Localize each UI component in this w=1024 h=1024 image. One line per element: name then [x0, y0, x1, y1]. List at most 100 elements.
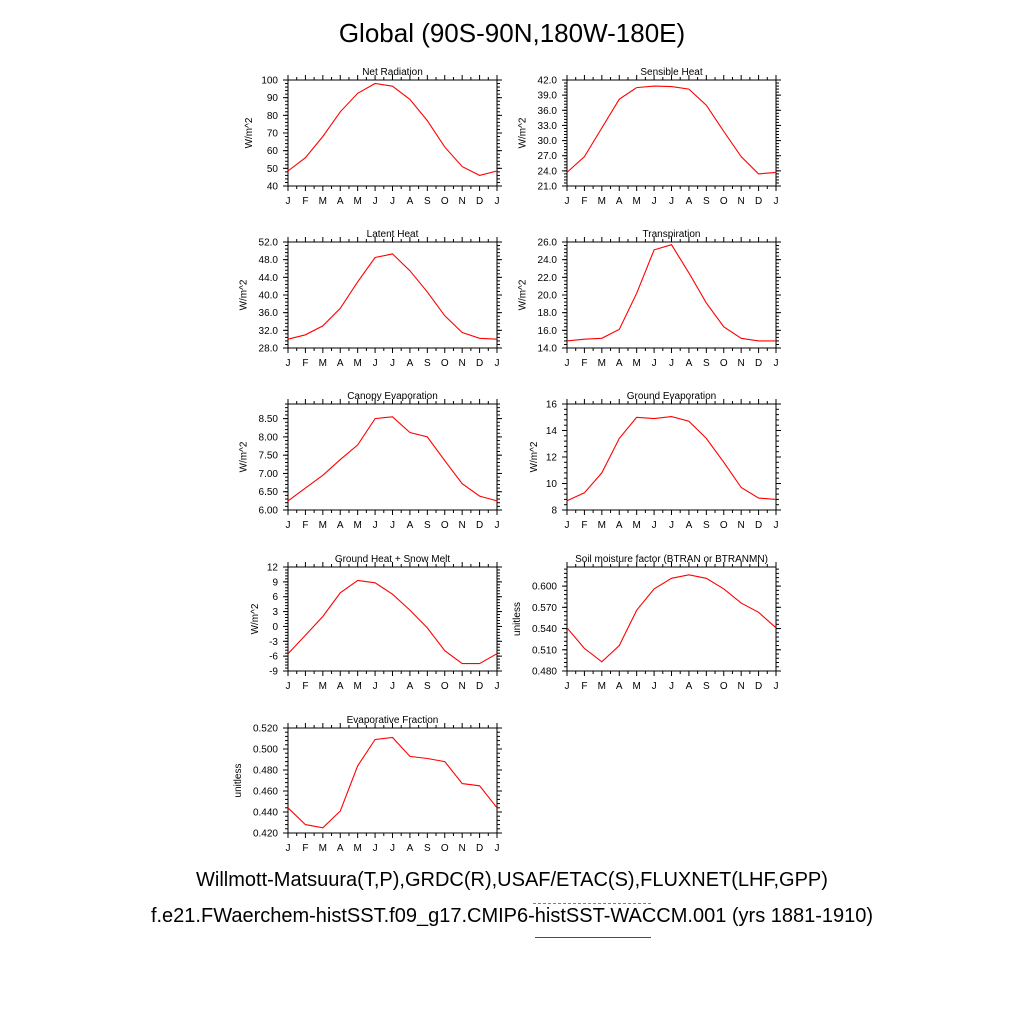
y-tick-label: -3	[269, 637, 278, 648]
legend-model-label: f.e21.FWaerchem-histSST.f09_g17.CMIP6-hi…	[150, 905, 874, 927]
y-tick-label: 18.0	[538, 308, 558, 319]
x-tick-label: S	[424, 843, 431, 854]
x-tick-label: J	[495, 358, 500, 369]
x-tick-label: O	[441, 681, 449, 692]
plot-frame	[287, 566, 498, 672]
x-tick-label: J	[774, 358, 779, 369]
y-tick-label: 14.0	[538, 344, 558, 355]
x-tick-label: M	[632, 196, 640, 207]
y-tick-label: 0.480	[532, 667, 557, 678]
plot-frame	[287, 79, 498, 187]
y-axis-label: W/m^2	[244, 117, 255, 148]
y-tick-label: -6	[269, 652, 278, 663]
x-tick-label: N	[459, 681, 466, 692]
x-tick-label: S	[703, 681, 710, 692]
x-tick-label: F	[581, 358, 587, 369]
x-tick-label: D	[476, 681, 483, 692]
x-tick-label: J	[390, 196, 395, 207]
x-tick-label: A	[337, 681, 344, 692]
x-tick-label: J	[669, 520, 674, 531]
y-tick-label: 6	[272, 592, 278, 603]
y-tick-label: 28.0	[259, 344, 279, 355]
x-tick-label: M	[319, 843, 327, 854]
y-tick-label: 0.540	[532, 624, 557, 635]
y-tick-label: 42.0	[538, 76, 558, 87]
series-line	[287, 82, 498, 176]
x-tick-label: M	[353, 843, 361, 854]
x-tick-label: O	[720, 520, 728, 531]
x-tick-label: S	[424, 520, 431, 531]
x-tick-label: S	[703, 520, 710, 531]
x-tick-label: A	[616, 520, 623, 531]
y-tick-label: 48.0	[259, 255, 279, 266]
y-tick-label: 32.0	[259, 326, 279, 337]
x-tick-label: N	[459, 520, 466, 531]
series-line	[287, 579, 498, 665]
x-tick-label: F	[302, 843, 308, 854]
y-tick-label: 90	[267, 93, 279, 104]
series-line	[287, 736, 498, 829]
x-tick-label: O	[720, 196, 728, 207]
y-axis-label: W/m^2	[518, 279, 529, 310]
x-tick-label: J	[373, 358, 378, 369]
x-tick-label: S	[703, 358, 710, 369]
series-line	[287, 416, 498, 502]
x-tick-label: J	[652, 520, 657, 531]
x-tick-label: J	[652, 358, 657, 369]
y-tick-label: 70	[267, 129, 279, 140]
series-line	[566, 85, 777, 175]
x-tick-label: F	[302, 520, 308, 531]
x-tick-label: J	[495, 843, 500, 854]
x-tick-label: J	[652, 681, 657, 692]
x-tick-label: J	[565, 196, 570, 207]
x-tick-label: M	[353, 681, 361, 692]
y-tick-label: 8.50	[259, 414, 279, 425]
y-tick-label: 24.0	[538, 166, 558, 177]
x-tick-label: N	[459, 196, 466, 207]
y-tick-label: 6.00	[259, 506, 279, 517]
plot-frame	[287, 403, 498, 511]
x-tick-label: M	[319, 196, 327, 207]
y-tick-label: 12	[546, 453, 558, 464]
chart-8: Soil moisture factor (BTRAN or BTRANMN) J…	[512, 554, 781, 692]
x-tick-label: M	[353, 358, 361, 369]
y-tick-label: 33.0	[538, 121, 558, 132]
x-tick-label: A	[686, 520, 693, 531]
x-tick-label: S	[703, 196, 710, 207]
x-tick-label: J	[286, 520, 291, 531]
x-tick-label: A	[337, 843, 344, 854]
x-tick-label: J	[286, 843, 291, 854]
x-tick-label: O	[720, 358, 728, 369]
x-tick-label: M	[598, 681, 606, 692]
y-tick-label: 44.0	[259, 273, 279, 284]
y-tick-label: 22.0	[538, 273, 558, 284]
x-tick-label: J	[565, 520, 570, 531]
y-tick-label: 0.500	[253, 745, 278, 756]
chart-title: Ground Evaporation	[627, 391, 717, 402]
x-tick-label: A	[407, 681, 414, 692]
x-tick-label: J	[390, 358, 395, 369]
x-tick-label: F	[581, 520, 587, 531]
x-tick-label: S	[424, 196, 431, 207]
x-tick-label: M	[353, 196, 361, 207]
y-tick-label: 27.0	[538, 151, 558, 162]
x-tick-label: M	[632, 520, 640, 531]
series-line	[287, 253, 498, 340]
x-tick-label: A	[407, 196, 414, 207]
x-tick-label: M	[319, 681, 327, 692]
x-tick-label: J	[373, 196, 378, 207]
legend-model-swatch	[535, 937, 651, 938]
y-tick-label: 52.0	[259, 238, 279, 249]
x-tick-label: F	[581, 196, 587, 207]
y-tick-label: 40	[267, 182, 279, 193]
x-tick-label: F	[581, 681, 587, 692]
x-tick-label: J	[669, 196, 674, 207]
x-tick-label: M	[598, 520, 606, 531]
x-tick-label: F	[302, 196, 308, 207]
y-tick-label: 0.520	[253, 724, 278, 735]
x-tick-label: S	[424, 358, 431, 369]
y-axis-label: W/m^2	[518, 117, 529, 148]
y-tick-label: 0.480	[253, 766, 278, 777]
